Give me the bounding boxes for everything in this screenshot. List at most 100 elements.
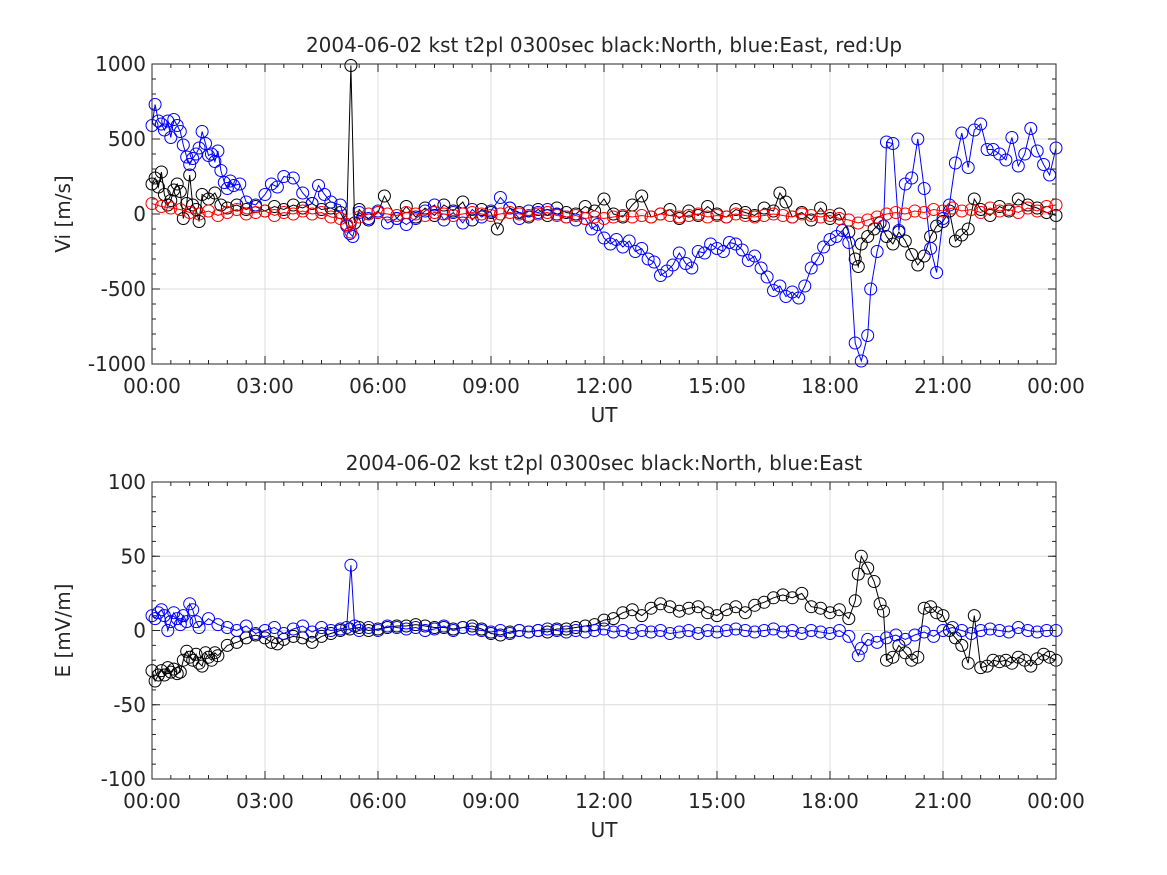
chart-1-data-point-north — [189, 647, 203, 661]
chart-0-data-point-up — [437, 207, 451, 221]
chart-0-data-point-east — [208, 155, 222, 168]
chart-0-data-point-north — [804, 213, 818, 227]
chart-1-data-point-east — [550, 624, 564, 637]
chart-0-data-point-up — [945, 201, 959, 215]
chart-0-data-point-up — [164, 201, 178, 215]
chart-1-data-point-north — [748, 598, 762, 612]
chart-0-data-point-up — [399, 206, 413, 219]
chart-0-data-point-east — [823, 233, 837, 246]
chart-1-data-point-east — [258, 624, 272, 637]
chart-1-data-point-east — [908, 628, 922, 642]
chart-0-data-point-up — [493, 207, 507, 221]
chart-0-data-point-east — [270, 180, 284, 194]
chart-1-data-point-east — [211, 618, 225, 632]
chart-1-data-point-east — [880, 631, 893, 645]
chart-1-data-point-north — [873, 597, 887, 611]
chart-1-data-point-north — [1024, 659, 1038, 673]
chart-0-data-point-up — [512, 207, 526, 221]
chart-0-data-point-up — [691, 207, 705, 221]
chart-0-data-point-east — [170, 119, 184, 132]
chart-0-data-point-north — [757, 201, 771, 215]
chart-1-data-point-east — [503, 627, 517, 640]
chart-0-data-point-up — [456, 207, 470, 221]
chart-0-data-point-up — [1002, 203, 1016, 216]
chart-0-data-point-east — [647, 255, 661, 269]
chart-0-data-point-up — [682, 209, 696, 222]
chart-1-data-point-north — [974, 661, 988, 675]
chart-0-data-point-north — [701, 200, 715, 213]
chart-0-data-point-up — [804, 209, 818, 222]
chart-0-data-point-east — [1005, 131, 1019, 144]
chart-0-data-point-east — [666, 258, 680, 272]
chart-0-data-point-up — [851, 216, 865, 230]
chart-1-data-point-north — [286, 629, 300, 643]
chart-0-data-point-east — [456, 216, 470, 230]
chart-0-series-east — [145, 98, 1063, 368]
chart-0-data-point-up — [418, 209, 432, 222]
chart-0-data-point-north — [635, 189, 649, 203]
chart-1-data-point-north — [729, 600, 743, 614]
chart-0-data-point-east — [1024, 122, 1038, 135]
chart-1-data-point-north — [710, 609, 724, 623]
chart-0-series-line-east — [151, 104, 1057, 363]
chart-1-data-point-east — [418, 624, 432, 637]
chart-1-data-point-east — [945, 621, 959, 634]
chart-1-data-point-east — [936, 624, 950, 637]
chart-0-data-point-east — [980, 143, 994, 156]
chart-1-data-point-east — [861, 632, 875, 646]
chart-1-data-point-north — [1030, 652, 1044, 666]
chart-0-data-point-up — [701, 210, 715, 224]
chart-0-data-point-east — [848, 336, 862, 350]
chart-1-data-point-north — [930, 606, 944, 620]
chart-1-data-point-north — [161, 661, 175, 675]
chart-0-data-point-east — [446, 206, 460, 219]
chart-1-x-tick-label: 12:00 — [575, 789, 633, 813]
chart-0-data-point-east — [217, 176, 231, 189]
chart-0-series-line-up — [151, 203, 1057, 234]
chart-0-data-point-east — [622, 234, 636, 248]
chart-1-data-point-north — [672, 604, 686, 618]
chart-0-data-point-up — [710, 209, 724, 222]
chart-0-data-point-east — [233, 177, 247, 191]
chart-0-data-point-east — [205, 147, 218, 161]
electric-field-plot: 00:00 03:00 06:00 09:00 12:00 15:00 18:00 21:00… — [51, 451, 1085, 842]
chart-1-data-point-north — [208, 646, 222, 660]
chart-1-data-point-east — [578, 625, 592, 639]
chart-0-data-point-up — [606, 210, 620, 224]
chart-0-y-tick-label: 500 — [108, 127, 146, 151]
chart-0-data-point-east — [164, 131, 178, 144]
chart-0-data-point-north — [961, 222, 975, 236]
chart-1-x-axis-label: UT — [591, 818, 619, 842]
chart-0-data-point-north — [779, 195, 793, 209]
chart-1-data-point-north — [220, 638, 234, 652]
chart-0-data-point-up — [183, 206, 197, 219]
chart-1-data-point-north — [625, 603, 639, 617]
chart-0-data-point-east — [986, 143, 1000, 156]
chart-0-data-point-north — [377, 189, 391, 203]
chart-1-data-point-east — [691, 627, 705, 640]
chart-1-data-point-east — [701, 624, 715, 637]
chart-0-data-point-east — [418, 204, 432, 218]
chart-0-data-point-up — [362, 207, 376, 221]
chart-1-data-point-east — [286, 622, 300, 636]
chart-0-data-point-east — [861, 329, 875, 342]
chart-0-data-point-east — [930, 266, 944, 279]
chart-1-data-point-east — [475, 624, 489, 637]
chart-1-data-point-east — [719, 624, 733, 637]
chart-0-data-point-east — [214, 164, 228, 177]
chart-1-data-point-north — [905, 653, 919, 667]
chart-0-data-point-north — [214, 198, 228, 212]
chart-0-data-point-east — [362, 212, 376, 225]
chart-0-data-point-north — [192, 215, 206, 228]
chart-0-data-point-north — [1021, 198, 1035, 212]
chart-0-y-tick-label: -1000 — [88, 352, 146, 376]
chart-0-data-point-east — [835, 224, 849, 237]
chart-1-data-point-north — [701, 606, 715, 620]
chart-0-data-point-up — [983, 201, 997, 215]
chart-0-data-point-east — [493, 191, 507, 204]
chart-0-data-point-east — [672, 246, 686, 260]
chart-0-data-point-east — [305, 197, 319, 210]
chart-0-x-tick-label: 15:00 — [688, 374, 746, 398]
chart-0-data-point-up — [324, 210, 338, 224]
